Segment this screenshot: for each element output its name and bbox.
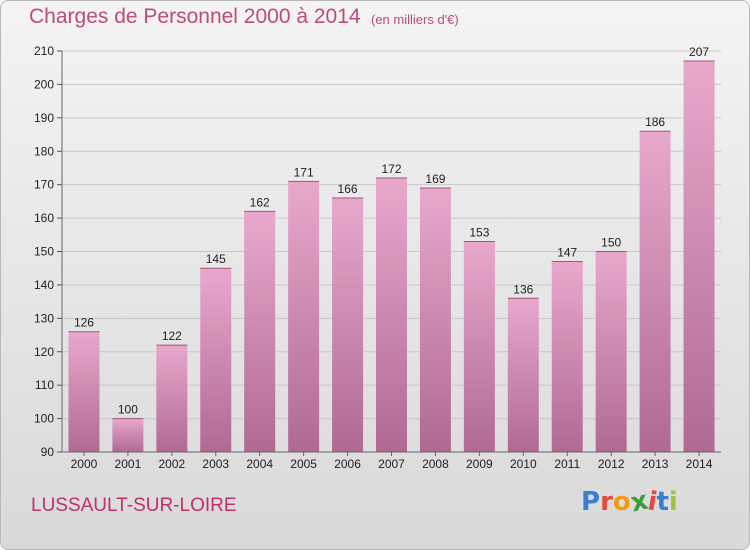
y-tick-label: 200 xyxy=(34,77,54,91)
bars xyxy=(68,60,715,453)
bar-2000 xyxy=(68,331,100,452)
data-label: 207 xyxy=(689,45,709,59)
x-tick-label: 2005 xyxy=(290,457,317,471)
chart-subtitle: (en milliers d'€) xyxy=(371,12,459,27)
x-tick-label: 2007 xyxy=(378,457,405,471)
bar-2013 xyxy=(639,131,671,452)
y-tick-label: 170 xyxy=(34,178,54,192)
bar-2001 xyxy=(112,418,144,452)
y-tick-label: 210 xyxy=(34,44,54,58)
bar-2007 xyxy=(376,177,407,452)
bar-2012 xyxy=(595,251,627,452)
y-tick-label: 110 xyxy=(35,378,54,392)
x-tick-label: 2008 xyxy=(422,457,449,471)
data-label: 172 xyxy=(381,162,401,176)
data-label: 162 xyxy=(250,195,270,209)
logo-letter: o xyxy=(612,487,631,517)
town-name: LUSSAULT-SUR-LOIRE xyxy=(31,495,237,516)
y-tick-label: 140 xyxy=(34,278,54,292)
y-tick-label: 130 xyxy=(34,311,54,325)
data-label: 166 xyxy=(338,182,358,196)
bar-2005 xyxy=(288,181,320,452)
proxiti-logo[interactable]: Proxiti xyxy=(581,486,678,519)
bar-2011 xyxy=(551,261,583,452)
data-labels: 126 100 122 145 162 171 166 172 169 153 136 147 150 1… xyxy=(74,45,709,417)
x-tick-label: 2004 xyxy=(246,457,273,471)
bar-2014 xyxy=(683,61,715,453)
data-label: 169 xyxy=(425,172,445,186)
y-tick-labels: 90 100 110 120 130 140 150 160 170 180 190 200 210 xyxy=(34,44,62,459)
logo-letter: i xyxy=(668,487,678,517)
data-label: 100 xyxy=(118,403,138,417)
x-tick-labels: 2000 2001 2002 2003 2004 2005 2006 2007 2008 2009… xyxy=(71,452,713,471)
data-label: 136 xyxy=(513,282,533,296)
y-tick-label: 150 xyxy=(34,245,54,259)
x-tick-label: 2000 xyxy=(71,457,98,471)
bar-2010 xyxy=(507,298,539,452)
data-label: 145 xyxy=(206,252,226,266)
x-tick-label: 2012 xyxy=(598,457,625,471)
x-tick-label: 2009 xyxy=(466,457,493,471)
bar-2008 xyxy=(419,188,451,452)
bar-2006 xyxy=(332,198,364,452)
x-tick-label: 2003 xyxy=(202,457,229,471)
y-tick-label: 160 xyxy=(34,211,54,225)
bar-2004 xyxy=(244,211,276,452)
data-label: 147 xyxy=(557,246,577,260)
logo-letter: r xyxy=(600,487,613,517)
x-tick-label: 2013 xyxy=(642,457,669,471)
data-label: 126 xyxy=(74,316,94,330)
bar-2002 xyxy=(156,345,188,452)
logo-letter: P xyxy=(581,487,601,517)
y-tick-label: 90 xyxy=(41,445,55,459)
y-tick-label: 180 xyxy=(34,144,54,158)
data-label: 122 xyxy=(162,329,182,343)
y-tick-label: 100 xyxy=(34,412,54,426)
x-tick-label: 2011 xyxy=(554,457,580,471)
bar-2009 xyxy=(463,241,495,452)
bar-2003 xyxy=(200,268,232,452)
x-tick-label: 2014 xyxy=(686,457,713,471)
x-tick-label: 2002 xyxy=(158,457,185,471)
x-tick-label: 2010 xyxy=(510,457,537,471)
x-tick-label: 2001 xyxy=(115,457,142,471)
data-label: 153 xyxy=(469,225,489,239)
y-tick-label: 190 xyxy=(34,111,54,125)
data-label: 150 xyxy=(601,236,621,250)
data-label: 186 xyxy=(645,115,665,129)
x-tick-label: 2006 xyxy=(334,457,361,471)
data-label: 171 xyxy=(294,165,314,179)
chart-title: Charges de Personnel 2000 à 2014 xyxy=(29,5,361,28)
y-tick-label: 120 xyxy=(34,345,54,359)
logo-letter: t xyxy=(656,487,669,517)
